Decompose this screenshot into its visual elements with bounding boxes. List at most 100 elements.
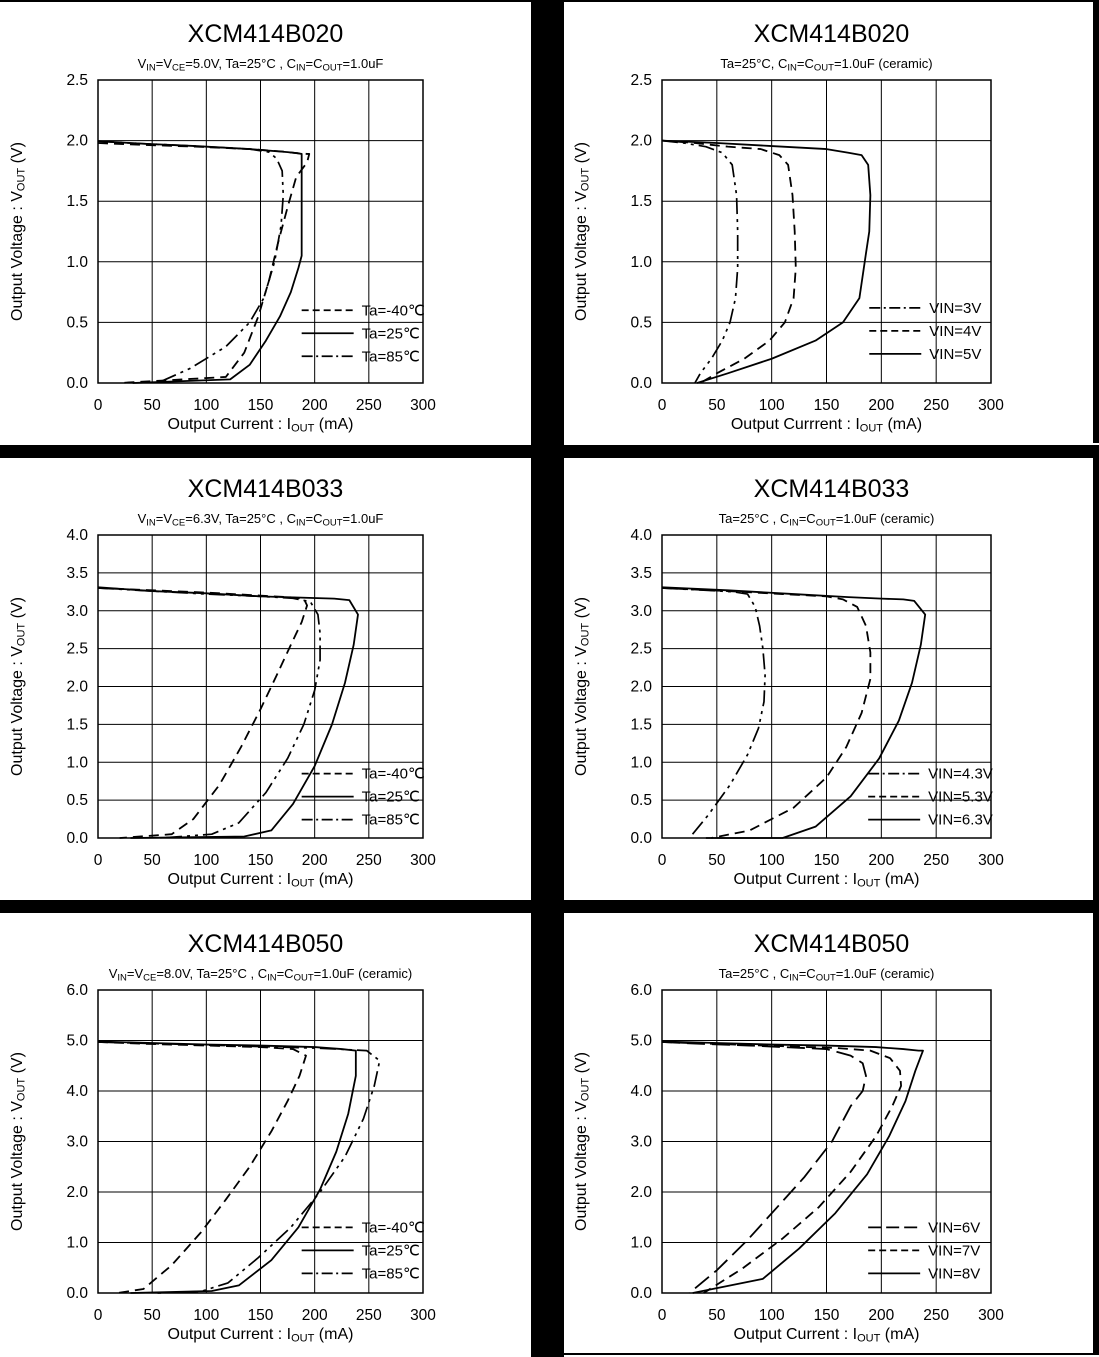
svg-text:0: 0	[658, 397, 667, 414]
svg-text:1.0: 1.0	[66, 754, 88, 771]
svg-text:150: 150	[814, 1307, 840, 1324]
svg-text:XCM414B020: XCM414B020	[754, 20, 910, 48]
svg-text:3.0: 3.0	[630, 1134, 652, 1151]
svg-text:0.0: 0.0	[630, 830, 652, 847]
svg-text:XCM414B033: XCM414B033	[754, 475, 910, 503]
svg-text:0.0: 0.0	[630, 375, 652, 392]
svg-text:100: 100	[193, 1307, 219, 1324]
svg-text:150: 150	[814, 852, 840, 869]
svg-text:0: 0	[94, 852, 103, 869]
svg-text:150: 150	[248, 852, 274, 869]
svg-text:6.0: 6.0	[66, 982, 88, 999]
svg-text:250: 250	[356, 852, 382, 869]
svg-text:3.0: 3.0	[66, 603, 88, 620]
svg-text:VIN=6.3V: VIN=6.3V	[928, 812, 993, 829]
svg-text:Output Current : IOUT (mA): Output Current : IOUT (mA)	[734, 1326, 920, 1345]
svg-text:Output Voltage : VOUT (V): Output Voltage : VOUT (V)	[9, 142, 28, 321]
svg-text:50: 50	[144, 852, 162, 869]
svg-text:Output Voltage : VOUT (V): Output Voltage : VOUT (V)	[573, 597, 592, 776]
svg-text:50: 50	[708, 397, 726, 414]
svg-text:Ta=25℃: Ta=25℃	[362, 1242, 420, 1259]
svg-text:VIN=VCE=5.0V, Ta=25°C , CIN=CO: VIN=VCE=5.0V, Ta=25°C , CIN=COUT=1.0uF	[138, 56, 384, 74]
svg-text:50: 50	[144, 1307, 162, 1324]
svg-text:1.5: 1.5	[66, 193, 88, 210]
svg-text:6.0: 6.0	[630, 982, 652, 999]
svg-text:2.0: 2.0	[630, 1184, 652, 1201]
svg-text:Output Current : IOUT (mA): Output Current : IOUT (mA)	[734, 871, 920, 890]
svg-text:Output Current : IOUT (mA): Output Current : IOUT (mA)	[168, 1326, 354, 1345]
svg-text:200: 200	[868, 397, 894, 414]
svg-text:2.5: 2.5	[630, 641, 652, 658]
svg-text:200: 200	[302, 852, 328, 869]
svg-text:VIN=6V: VIN=6V	[928, 1219, 980, 1236]
svg-text:Ta=25°C , CIN=COUT=1.0uF (cera: Ta=25°C , CIN=COUT=1.0uF (ceramic)	[719, 511, 935, 529]
svg-text:250: 250	[923, 852, 949, 869]
svg-text:300: 300	[978, 1307, 1004, 1324]
svg-text:300: 300	[410, 397, 436, 414]
svg-text:VIN=4V: VIN=4V	[929, 323, 981, 340]
svg-text:300: 300	[410, 852, 436, 869]
svg-text:VIN=5V: VIN=5V	[929, 346, 981, 363]
svg-text:Output Voltage : VOUT (V): Output Voltage : VOUT (V)	[9, 597, 28, 776]
svg-text:100: 100	[193, 852, 219, 869]
svg-text:1.0: 1.0	[630, 254, 652, 271]
svg-text:50: 50	[708, 1307, 726, 1324]
svg-text:1.0: 1.0	[66, 254, 88, 271]
svg-text:3.0: 3.0	[630, 603, 652, 620]
svg-text:XCM414B020: XCM414B020	[188, 20, 344, 48]
svg-text:Output Voltage : VOUT (V): Output Voltage : VOUT (V)	[573, 142, 592, 321]
svg-text:Ta=85℃: Ta=85℃	[362, 812, 420, 829]
svg-text:100: 100	[759, 1307, 785, 1324]
svg-text:4.0: 4.0	[66, 1083, 88, 1100]
svg-text:Output Current : IOUT (mA): Output Current : IOUT (mA)	[168, 871, 354, 890]
svg-text:2.0: 2.0	[630, 133, 652, 150]
svg-text:1.0: 1.0	[630, 754, 652, 771]
svg-text:VIN=VCE=6.3V, Ta=25°C , CIN=CO: VIN=VCE=6.3V, Ta=25°C , CIN=COUT=1.0uF	[138, 511, 384, 529]
svg-text:2.5: 2.5	[630, 72, 652, 89]
svg-text:VIN=VCE=8.0V, Ta=25°C , CIN=CO: VIN=VCE=8.0V, Ta=25°C , CIN=COUT=1.0uF (…	[109, 966, 413, 984]
svg-text:150: 150	[248, 1307, 274, 1324]
svg-text:0.5: 0.5	[630, 314, 652, 331]
svg-text:Ta=85℃: Ta=85℃	[362, 348, 420, 365]
svg-text:VIN=7V: VIN=7V	[928, 1242, 980, 1259]
svg-text:0.0: 0.0	[630, 1285, 652, 1302]
svg-text:Ta=-40℃: Ta=-40℃	[362, 766, 425, 783]
svg-text:0: 0	[94, 397, 103, 414]
svg-text:XCM414B050: XCM414B050	[754, 930, 910, 958]
svg-text:0: 0	[658, 852, 667, 869]
svg-text:0: 0	[658, 1307, 667, 1324]
svg-text:1.0: 1.0	[66, 1235, 88, 1252]
svg-text:2.0: 2.0	[66, 1184, 88, 1201]
svg-text:250: 250	[923, 1307, 949, 1324]
svg-text:100: 100	[759, 397, 785, 414]
svg-text:200: 200	[868, 1307, 894, 1324]
svg-text:4.0: 4.0	[630, 1083, 652, 1100]
svg-text:4.0: 4.0	[66, 527, 88, 544]
svg-text:4.0: 4.0	[630, 527, 652, 544]
svg-text:0.0: 0.0	[66, 375, 88, 392]
svg-text:3.5: 3.5	[66, 565, 88, 582]
svg-text:Output Currrent : IOUT (mA): Output Currrent : IOUT (mA)	[731, 416, 922, 435]
svg-text:50: 50	[144, 397, 162, 414]
svg-text:1.5: 1.5	[66, 716, 88, 733]
svg-text:Ta=-40℃: Ta=-40℃	[362, 302, 425, 319]
svg-text:2.0: 2.0	[66, 679, 88, 696]
svg-text:0.0: 0.0	[66, 830, 88, 847]
svg-text:0: 0	[94, 1307, 103, 1324]
svg-text:100: 100	[193, 397, 219, 414]
svg-text:3.5: 3.5	[630, 565, 652, 582]
svg-text:2.5: 2.5	[66, 72, 88, 89]
svg-text:XCM414B050: XCM414B050	[188, 930, 344, 958]
svg-text:VIN=4.3V: VIN=4.3V	[928, 766, 993, 783]
svg-text:0.5: 0.5	[630, 792, 652, 809]
svg-text:1.5: 1.5	[630, 193, 652, 210]
svg-text:Ta=25℃: Ta=25℃	[362, 325, 420, 342]
svg-text:0.5: 0.5	[66, 792, 88, 809]
svg-text:300: 300	[978, 397, 1004, 414]
svg-text:Ta=25°C, CIN=COUT=1.0uF (ceram: Ta=25°C, CIN=COUT=1.0uF (ceramic)	[720, 56, 932, 74]
svg-text:VIN=3V: VIN=3V	[929, 300, 981, 317]
svg-text:1.0: 1.0	[630, 1235, 652, 1252]
svg-text:0.5: 0.5	[66, 314, 88, 331]
svg-text:250: 250	[923, 397, 949, 414]
svg-text:Output Voltage : VOUT (V): Output Voltage : VOUT (V)	[9, 1052, 28, 1231]
